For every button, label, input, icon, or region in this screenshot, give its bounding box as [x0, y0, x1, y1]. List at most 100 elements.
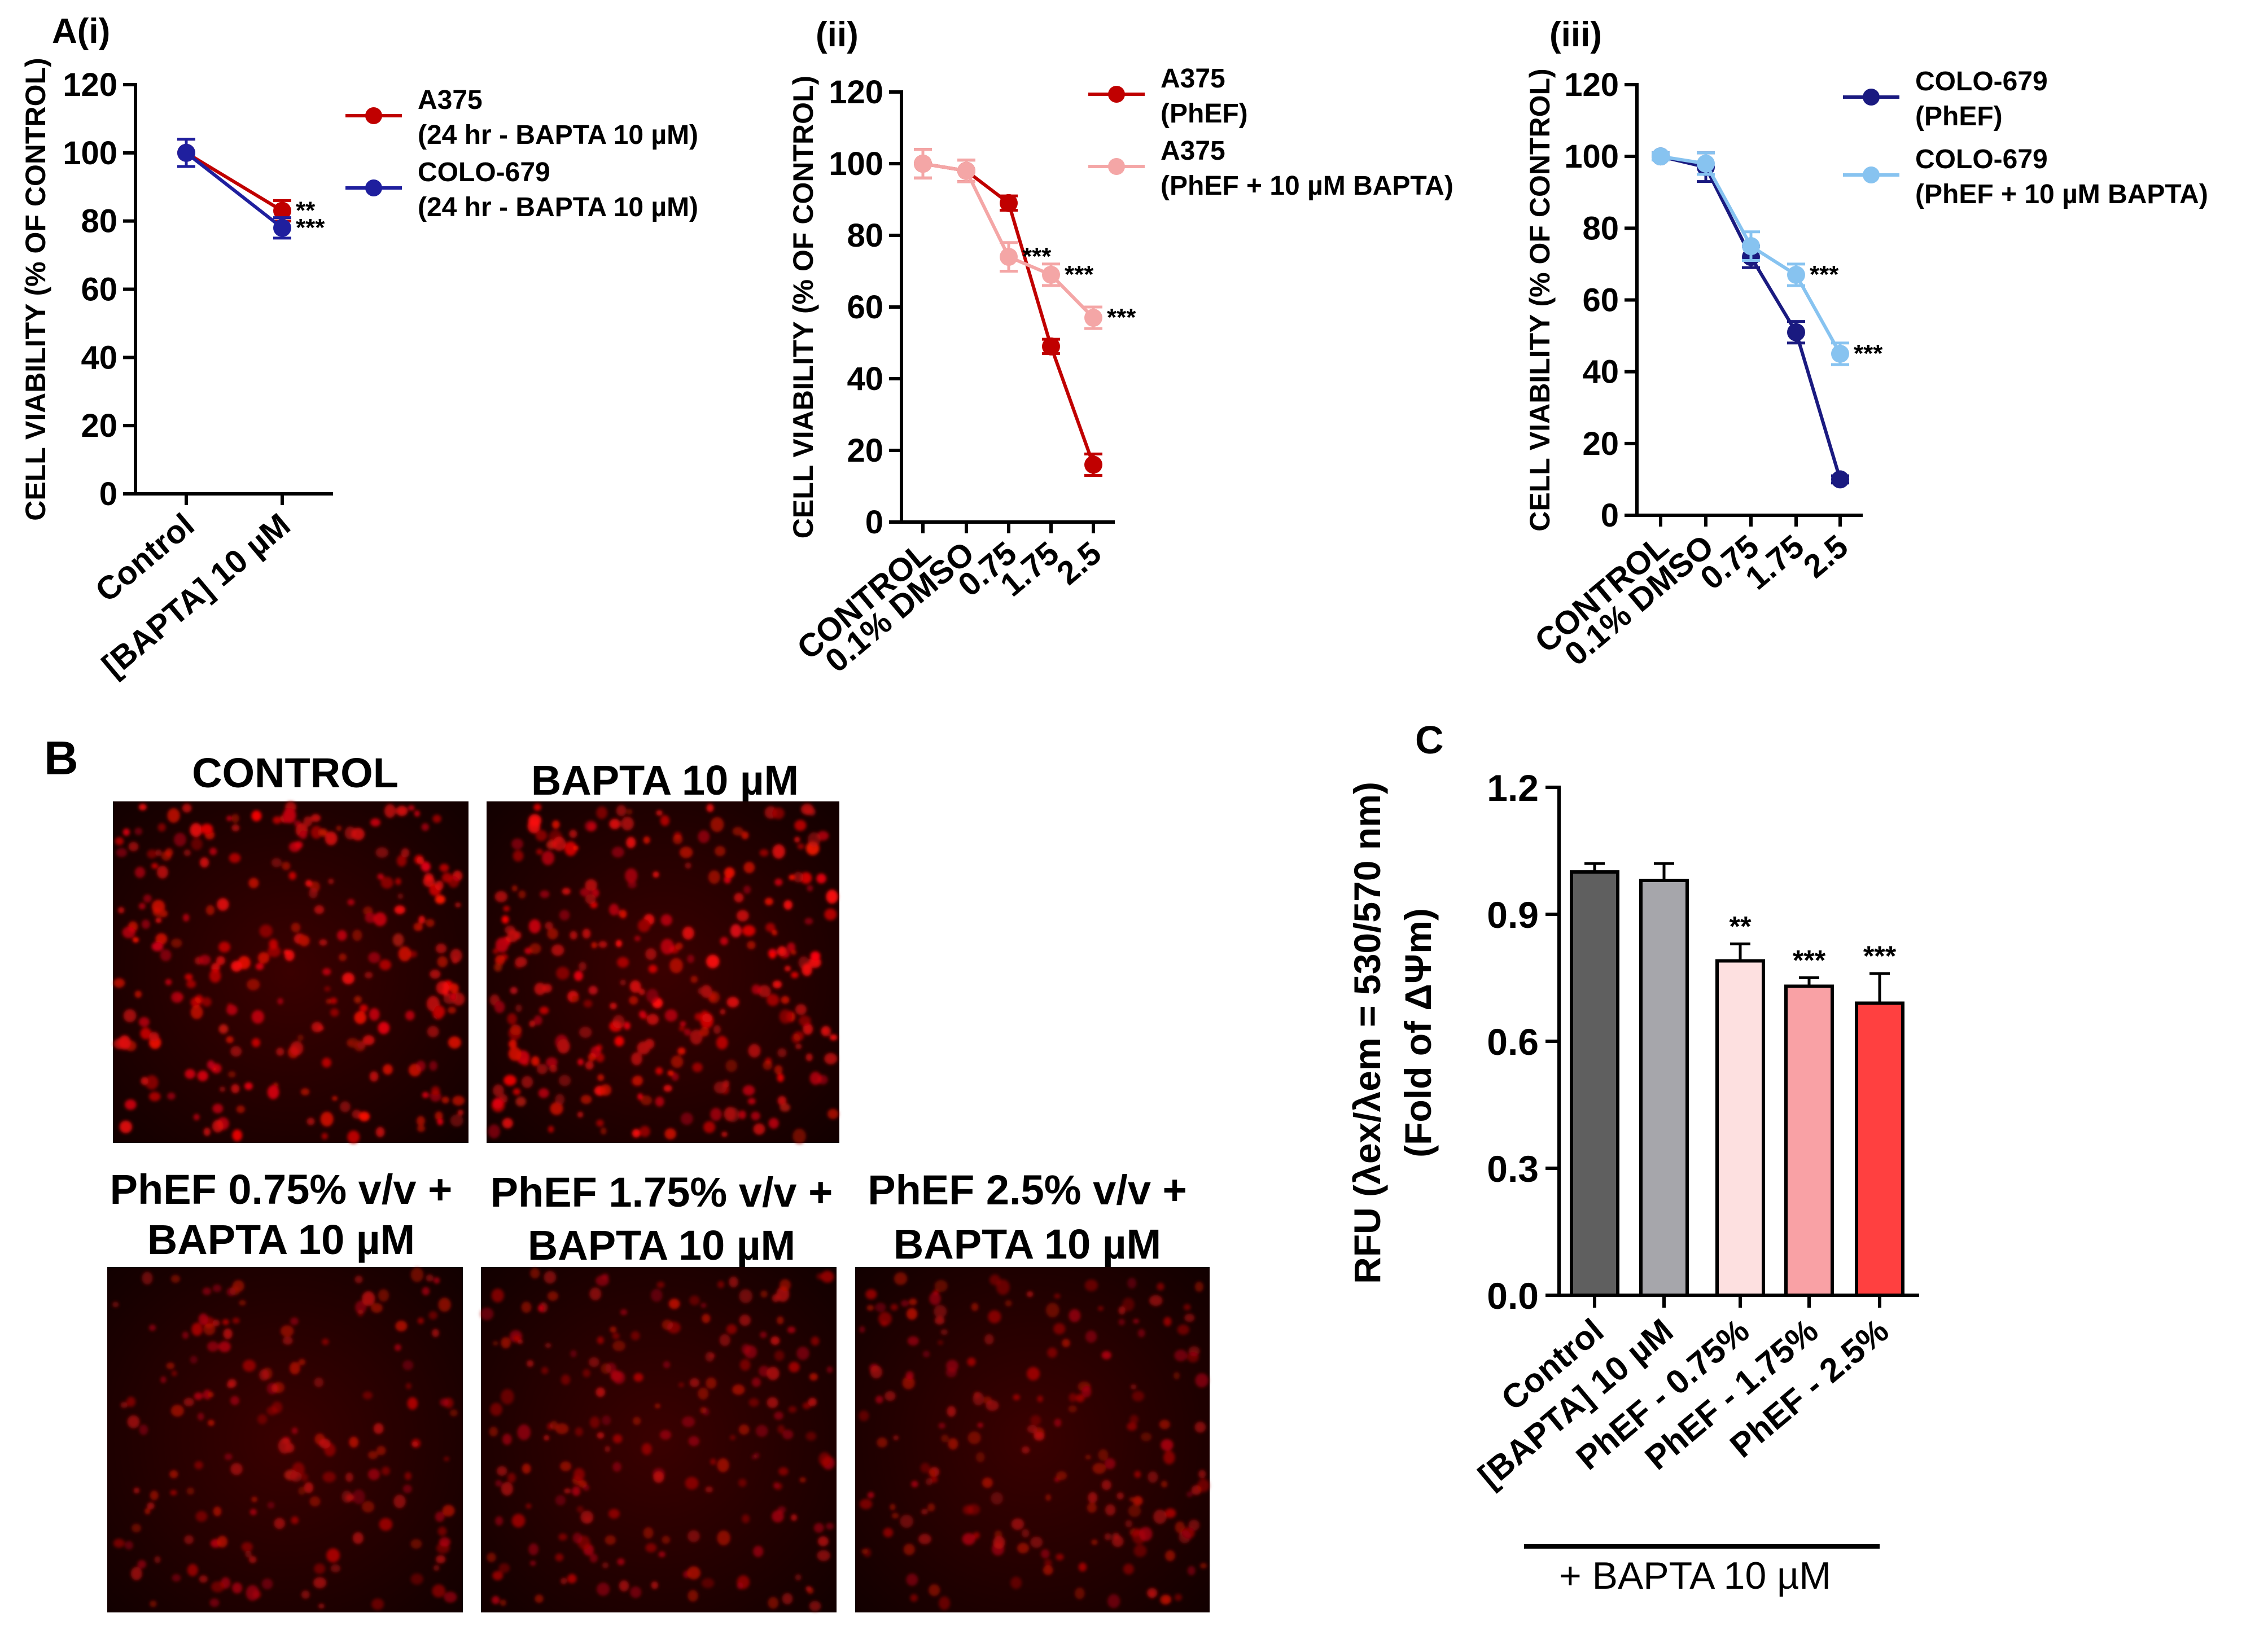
cell	[371, 1598, 384, 1610]
cell	[546, 1057, 558, 1067]
cell	[322, 1471, 336, 1483]
cell	[326, 1548, 340, 1563]
cell	[1026, 1367, 1040, 1380]
cell	[245, 1550, 252, 1558]
cell	[614, 1036, 624, 1047]
cell	[560, 1461, 572, 1471]
cell	[375, 847, 389, 858]
cell	[1098, 1449, 1109, 1461]
cell	[867, 1492, 874, 1498]
cell	[773, 1481, 780, 1489]
cell	[737, 1582, 743, 1589]
cell	[719, 1334, 730, 1347]
cell	[336, 930, 347, 941]
cell	[209, 1598, 220, 1607]
cell	[638, 1010, 646, 1018]
cell	[1026, 1291, 1034, 1298]
cell	[570, 931, 577, 940]
cell	[688, 1436, 700, 1446]
cell	[422, 1287, 430, 1296]
cell	[698, 1387, 709, 1400]
cell	[528, 919, 541, 933]
cell	[809, 1373, 818, 1381]
cell	[875, 1395, 883, 1404]
cell	[710, 1458, 716, 1465]
cell	[1186, 1491, 1193, 1497]
data-point	[1042, 265, 1060, 284]
cell	[634, 935, 641, 941]
cell	[205, 905, 215, 915]
y-tick-label: 120	[829, 74, 883, 111]
cell	[223, 1328, 233, 1339]
cell	[138, 1017, 150, 1027]
cell	[544, 1270, 557, 1284]
cell	[379, 959, 392, 971]
cell	[1129, 1415, 1139, 1424]
cell	[787, 942, 796, 952]
cell	[742, 925, 756, 936]
cell	[748, 1044, 761, 1058]
cell	[1054, 1418, 1062, 1427]
cell	[717, 1281, 725, 1288]
cell	[510, 987, 518, 994]
micro-title-phef-075-line2: BAPTA 10 µM	[147, 1216, 415, 1263]
cell	[804, 918, 813, 925]
cell	[611, 847, 624, 858]
cell	[1183, 1304, 1191, 1310]
cell	[528, 814, 542, 827]
cell	[280, 1325, 294, 1337]
y-axis-label: CELL VIABILITY (% OF CONTROL)	[1524, 68, 1556, 531]
cell	[564, 841, 577, 856]
cell	[113, 978, 125, 988]
cell	[572, 1532, 583, 1544]
cell	[216, 956, 225, 966]
cell	[697, 987, 705, 994]
cell	[821, 1270, 834, 1283]
cell	[784, 965, 791, 972]
legend-label: COLO-679	[1915, 67, 2048, 97]
cell	[226, 1036, 234, 1044]
data-point	[1831, 344, 1849, 363]
cell	[209, 847, 217, 856]
cell	[213, 1506, 222, 1516]
cell	[324, 986, 331, 992]
cell	[421, 823, 430, 831]
cell	[392, 933, 404, 947]
cell	[600, 1127, 607, 1135]
cell	[793, 871, 804, 883]
cell	[361, 1501, 375, 1513]
cell	[678, 1026, 685, 1032]
cell	[802, 963, 812, 976]
cell	[541, 1366, 549, 1374]
cell	[1148, 1471, 1158, 1483]
legend-label: COLO-679	[1915, 144, 2048, 174]
cell	[795, 1044, 802, 1050]
cell	[690, 975, 698, 983]
cell	[365, 913, 376, 923]
cell	[631, 1331, 640, 1340]
cell	[529, 943, 541, 954]
cell	[602, 1415, 611, 1426]
cell	[663, 1085, 672, 1092]
micro-title-phef-175-line2: BAPTA 10 µM	[528, 1222, 795, 1269]
cell	[251, 1038, 261, 1047]
cell	[255, 963, 264, 970]
cell	[1040, 1549, 1050, 1559]
cell	[226, 1382, 235, 1388]
cell	[112, 1301, 119, 1308]
cell	[202, 997, 212, 1007]
cell	[410, 1538, 422, 1549]
cell	[555, 1553, 564, 1562]
cell	[947, 1406, 956, 1417]
cell	[297, 1035, 304, 1041]
cell	[807, 832, 821, 847]
cell	[172, 1573, 181, 1582]
cell	[429, 1060, 437, 1071]
cell	[598, 941, 607, 948]
cell	[321, 1133, 328, 1140]
micrograph-control	[113, 801, 469, 1144]
cell	[155, 918, 162, 923]
cell	[925, 1478, 933, 1485]
cell	[585, 1061, 594, 1070]
